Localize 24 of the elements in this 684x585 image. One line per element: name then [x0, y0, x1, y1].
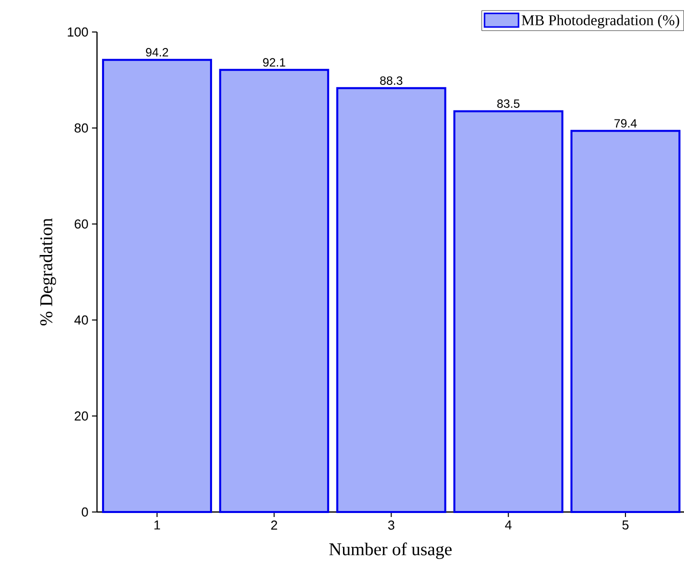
y-tick-label: 0	[82, 507, 88, 517]
data-label: 88.3	[380, 76, 402, 85]
y-tick-label: 20	[74, 411, 88, 421]
bar	[219, 68, 330, 513]
x-tick-label: 2	[271, 520, 278, 530]
x-tick-label: 4	[505, 520, 512, 530]
y-axis-title: % Degradation	[40, 218, 56, 326]
legend-label: MB Photodegradation (%)	[522, 14, 680, 28]
data-label: 83.5	[497, 99, 520, 108]
bar	[453, 110, 564, 513]
y-tick-label: 60	[74, 219, 88, 229]
bar	[102, 58, 212, 513]
bar	[336, 87, 446, 513]
y-tick-label: 100	[68, 27, 88, 37]
y-tick-label: 80	[74, 123, 88, 133]
x-axis-title: Number of usage	[329, 542, 452, 560]
x-tick-label: 3	[388, 520, 394, 530]
data-label: 94.2	[146, 48, 168, 57]
x-tick-label: 5	[622, 520, 629, 530]
x-tick-label: 1	[154, 520, 160, 530]
y-tick-label: 40	[74, 315, 88, 325]
data-label: 79.4	[614, 119, 637, 128]
data-label: 92.1	[263, 58, 286, 67]
bar	[570, 130, 680, 513]
